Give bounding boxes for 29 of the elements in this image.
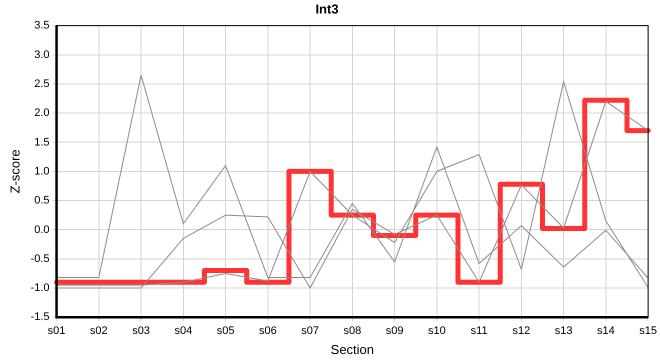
x-tick-label: s08 (343, 324, 362, 337)
x-axis-title: Section (330, 342, 374, 357)
y-tick-label: 3.0 (34, 48, 50, 61)
y-tick-label: -1.5 (30, 311, 50, 324)
y-tick-label: 0.5 (34, 194, 50, 207)
y-tick-label: 3.5 (34, 20, 50, 32)
x-tick-label: s13 (554, 324, 572, 337)
x-tick-label: s12 (512, 324, 530, 337)
x-tick-label: s09 (386, 324, 404, 337)
y-tick-label: -0.5 (30, 252, 50, 265)
x-tick-label: s02 (90, 324, 108, 337)
y-tick-label: 2.0 (34, 107, 50, 120)
y-tick-label: 1.0 (34, 165, 50, 178)
x-tick-label: s04 (174, 324, 192, 337)
y-tick-label: 1.5 (34, 136, 50, 148)
y-tick-label: 2.5 (34, 78, 50, 90)
x-tick-label: s11 (470, 324, 488, 337)
x-tick-label: s07 (301, 324, 319, 337)
y-axis-title: Z-score (7, 149, 22, 194)
x-tick-label: s05 (216, 324, 234, 337)
x-tick-label: s06 (258, 324, 277, 337)
x-tick-label: s15 (639, 324, 658, 337)
y-tick-label: -1.0 (30, 282, 50, 294)
x-tick-label: s14 (597, 324, 615, 337)
x-tick-label: s03 (132, 324, 150, 337)
x-tick-label: s01 (48, 324, 66, 337)
y-tick-label: 0.0 (34, 224, 50, 236)
chart-title: Int3 (315, 1, 339, 16)
x-tick-label: s10 (428, 324, 446, 337)
